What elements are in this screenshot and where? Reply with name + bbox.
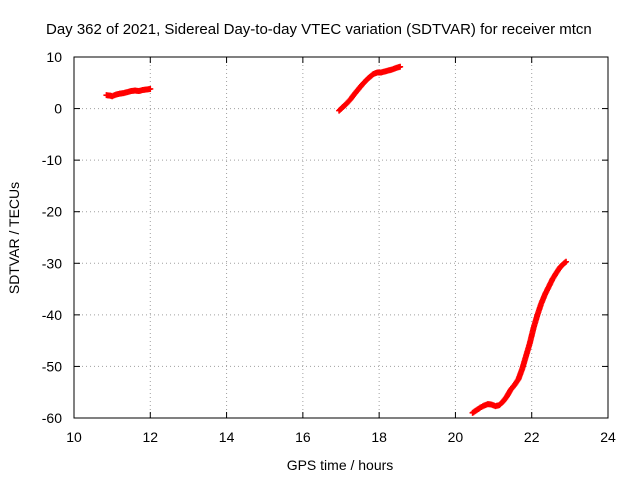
y-tick-label: -50 — [42, 358, 62, 374]
x-tick-label: 20 — [448, 429, 464, 445]
x-tick-label: 12 — [142, 429, 158, 445]
chart-title: Day 362 of 2021, Sidereal Day-to-day VTE… — [46, 21, 592, 38]
plot-border — [73, 56, 609, 419]
data-series — [103, 63, 570, 416]
y-tick-label: -10 — [42, 152, 62, 168]
x-tick-label: 24 — [600, 429, 616, 445]
y-axis-label: SDTVAR / TECUs — [6, 182, 22, 294]
y-tick-label: 10 — [46, 49, 62, 65]
y-tick-label: -40 — [42, 307, 62, 323]
series-segment-2 — [336, 63, 404, 114]
x-tick-label: 14 — [219, 429, 235, 445]
x-tick-label: 16 — [295, 429, 311, 445]
x-axis-label: GPS time / hours — [287, 457, 394, 473]
series-segment-1 — [103, 85, 154, 100]
data-point — [397, 63, 404, 70]
y-tick-label: -60 — [42, 410, 62, 426]
x-tick-label: 18 — [371, 429, 387, 445]
grid-lines — [74, 57, 608, 418]
series-segment-3 — [469, 258, 570, 416]
x-tick-label: 10 — [66, 429, 82, 445]
y-tick-label: 0 — [54, 101, 62, 117]
data-point — [147, 85, 154, 92]
y-tick-label: -30 — [42, 255, 62, 271]
data-point — [563, 258, 570, 265]
x-tick-label: 22 — [524, 429, 540, 445]
y-tick-label: -20 — [42, 204, 62, 220]
axis-ticks: 10 12 14 16 18 20 22 24 -60 -50 -40 -30 -20 -10 0 10 — [42, 49, 616, 445]
